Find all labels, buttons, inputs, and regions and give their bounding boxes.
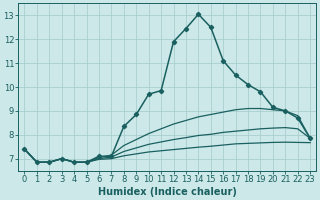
X-axis label: Humidex (Indice chaleur): Humidex (Indice chaleur) (98, 187, 237, 197)
